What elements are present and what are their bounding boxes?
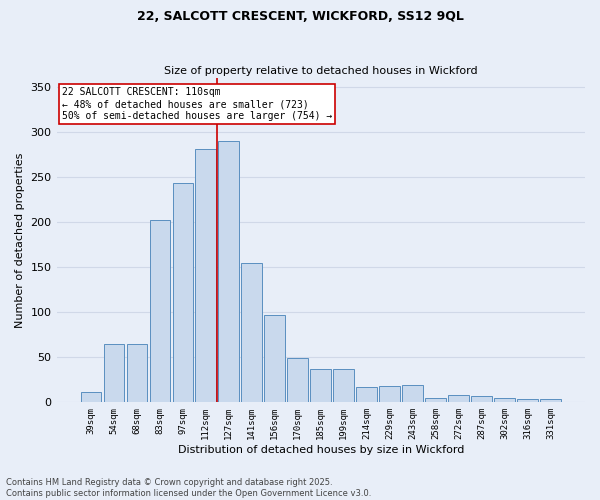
Bar bbox=[149, 220, 170, 402]
Bar bbox=[448, 395, 469, 402]
Bar bbox=[472, 396, 492, 402]
Bar bbox=[310, 369, 331, 402]
Bar bbox=[173, 183, 193, 402]
Bar bbox=[287, 358, 308, 403]
Bar bbox=[241, 262, 262, 402]
Bar bbox=[517, 398, 538, 402]
Title: Size of property relative to detached houses in Wickford: Size of property relative to detached ho… bbox=[164, 66, 478, 76]
Bar bbox=[265, 315, 285, 402]
X-axis label: Distribution of detached houses by size in Wickford: Distribution of detached houses by size … bbox=[178, 445, 464, 455]
Bar bbox=[540, 398, 561, 402]
Bar bbox=[334, 369, 354, 402]
Bar bbox=[425, 398, 446, 402]
Bar bbox=[196, 149, 216, 403]
Y-axis label: Number of detached properties: Number of detached properties bbox=[15, 152, 25, 328]
Text: 22, SALCOTT CRESCENT, WICKFORD, SS12 9QL: 22, SALCOTT CRESCENT, WICKFORD, SS12 9QL bbox=[137, 10, 463, 23]
Bar bbox=[356, 387, 377, 402]
Bar bbox=[403, 385, 423, 402]
Text: Contains HM Land Registry data © Crown copyright and database right 2025.
Contai: Contains HM Land Registry data © Crown c… bbox=[6, 478, 371, 498]
Bar bbox=[104, 344, 124, 402]
Bar bbox=[218, 141, 239, 403]
Text: 22 SALCOTT CRESCENT: 110sqm
← 48% of detached houses are smaller (723)
50% of se: 22 SALCOTT CRESCENT: 110sqm ← 48% of det… bbox=[62, 88, 332, 120]
Bar bbox=[379, 386, 400, 402]
Bar bbox=[80, 392, 101, 402]
Bar bbox=[127, 344, 147, 402]
Bar bbox=[494, 398, 515, 402]
